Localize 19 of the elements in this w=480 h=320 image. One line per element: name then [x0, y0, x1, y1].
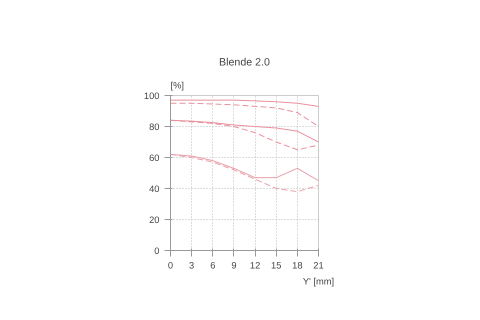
x-tick-label: 3	[189, 260, 194, 270]
x-tick-label: 6	[210, 260, 216, 270]
y-tick-label: 40	[149, 184, 160, 194]
x-tick-label: 12	[250, 260, 260, 270]
chart-title: Blende 2.0	[219, 56, 270, 68]
y-tick-label: 60	[149, 153, 160, 163]
x-tick-label: 15	[271, 260, 282, 270]
x-tick-label: 9	[231, 260, 237, 270]
line-series	[170, 102, 318, 127]
x-axis-title: Y' [mm]	[302, 276, 334, 286]
y-axis-title: [%]	[170, 80, 184, 90]
x-tick-label: 21	[313, 260, 324, 270]
y-tick-label: 80	[149, 122, 160, 132]
line-series	[170, 100, 318, 107]
y-tick-label: 0	[154, 246, 160, 256]
x-tick-label: 0	[168, 260, 174, 270]
x-tick-label: 18	[292, 260, 303, 270]
y-tick-label: 100	[144, 91, 160, 101]
y-tick-label: 20	[149, 215, 160, 225]
